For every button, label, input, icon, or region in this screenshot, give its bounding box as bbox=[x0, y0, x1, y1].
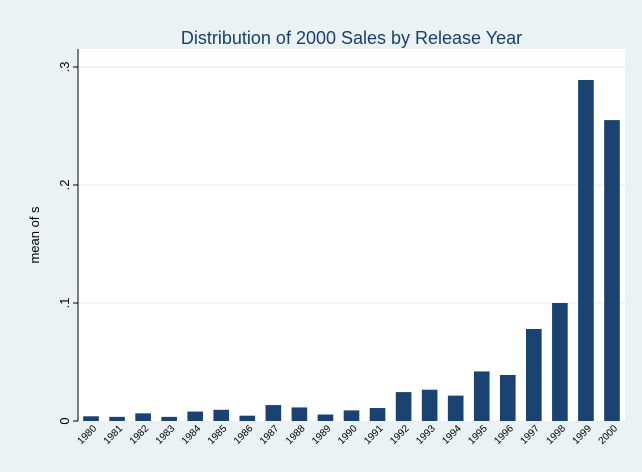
plot-area bbox=[78, 49, 625, 421]
bar bbox=[161, 416, 177, 421]
y-tick-label: .3 bbox=[57, 62, 72, 73]
gridlines bbox=[78, 66, 625, 304]
bar bbox=[604, 120, 620, 421]
bar bbox=[187, 411, 204, 421]
bars bbox=[83, 79, 620, 421]
x-tick-label: 1990 bbox=[336, 423, 360, 447]
bar bbox=[83, 416, 99, 421]
bar bbox=[265, 405, 282, 421]
x-tick-label: 1998 bbox=[544, 423, 568, 447]
y-tick-label: .1 bbox=[57, 298, 72, 309]
x-tick-label: 1991 bbox=[362, 423, 386, 447]
x-tick-label: 1992 bbox=[388, 423, 412, 447]
bar bbox=[291, 407, 308, 421]
x-tick-label: 1981 bbox=[102, 423, 126, 447]
x-tick-label: 1987 bbox=[258, 423, 282, 447]
x-tick-label: 1982 bbox=[128, 423, 152, 447]
x-tick-label: 1999 bbox=[571, 423, 595, 447]
y-tick-label: 0 bbox=[57, 417, 72, 424]
bar bbox=[526, 328, 542, 421]
x-tick-label: 1980 bbox=[76, 423, 100, 447]
bar bbox=[395, 392, 412, 421]
bar bbox=[213, 409, 230, 421]
bar bbox=[109, 416, 125, 421]
bar bbox=[317, 414, 334, 421]
x-tick-label: 1993 bbox=[414, 423, 438, 447]
x-axis: 1980 1981 1982 1983 1984 1985 1986 1987 1988 1989… bbox=[76, 423, 621, 447]
x-tick-label: 2000 bbox=[597, 423, 621, 447]
x-tick-label: 1983 bbox=[154, 423, 178, 447]
x-tick-label: 1984 bbox=[180, 423, 204, 447]
x-tick-label: 1988 bbox=[284, 423, 308, 447]
x-tick-label: 1997 bbox=[518, 423, 542, 447]
bar bbox=[369, 408, 386, 421]
bar bbox=[578, 79, 594, 421]
x-tick-label: 1995 bbox=[466, 423, 490, 447]
bar bbox=[499, 374, 516, 421]
bar bbox=[447, 395, 464, 421]
bar bbox=[343, 410, 360, 421]
x-tick-label: 1989 bbox=[310, 423, 334, 447]
bar bbox=[135, 413, 151, 421]
y-axis: 0 .1 .2 .3 bbox=[57, 49, 79, 425]
x-tick-label: 1996 bbox=[492, 423, 516, 447]
x-tick-label: 1985 bbox=[206, 423, 230, 447]
bar bbox=[552, 303, 568, 421]
bar bbox=[239, 415, 256, 421]
bar bbox=[421, 389, 438, 421]
y-axis-label: mean of s bbox=[27, 206, 42, 264]
chart-title: Distribution of 2000 Sales by Release Ye… bbox=[181, 28, 522, 48]
x-tick-label: 1986 bbox=[232, 423, 256, 447]
bar bbox=[473, 371, 490, 421]
x-tick-label: 1994 bbox=[440, 423, 464, 447]
y-tick-label: .2 bbox=[57, 180, 72, 191]
